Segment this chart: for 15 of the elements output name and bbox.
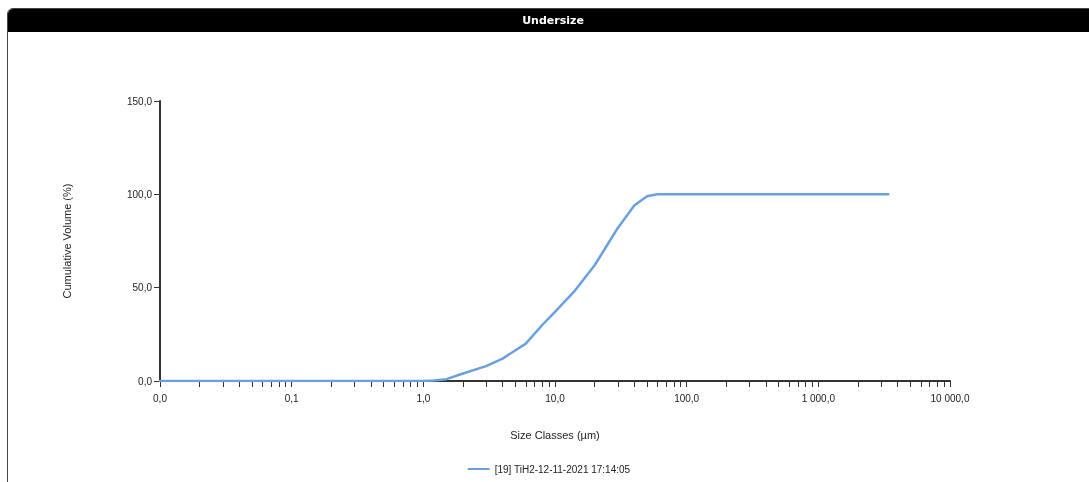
x-tick-label: 10,0 xyxy=(545,392,566,404)
x-tick-label: 1 000,0 xyxy=(801,392,836,404)
y-tick-label: 150,0 xyxy=(126,95,153,107)
x-tick-label: 1,0 xyxy=(416,392,431,404)
x-axis-title: Size Classes (µm) xyxy=(510,428,600,441)
legend-label: [19] TiH2-12-11-2021 17:14:05 xyxy=(494,463,631,475)
chart-title: Undersize xyxy=(8,9,1089,32)
x-tick-label: 10 000,0 xyxy=(930,392,970,404)
x-tick-label: 0,0 xyxy=(153,392,168,404)
y-tick-label: 100,0 xyxy=(126,188,153,200)
y-axis-title: Cumulative Volume (%) xyxy=(60,183,73,299)
x-tick-label: 0,1 xyxy=(284,392,300,404)
x-tick-label: 100,0 xyxy=(674,392,700,404)
y-tick-label: 0,0 xyxy=(138,375,153,387)
y-tick-label: 50,0 xyxy=(132,282,153,294)
